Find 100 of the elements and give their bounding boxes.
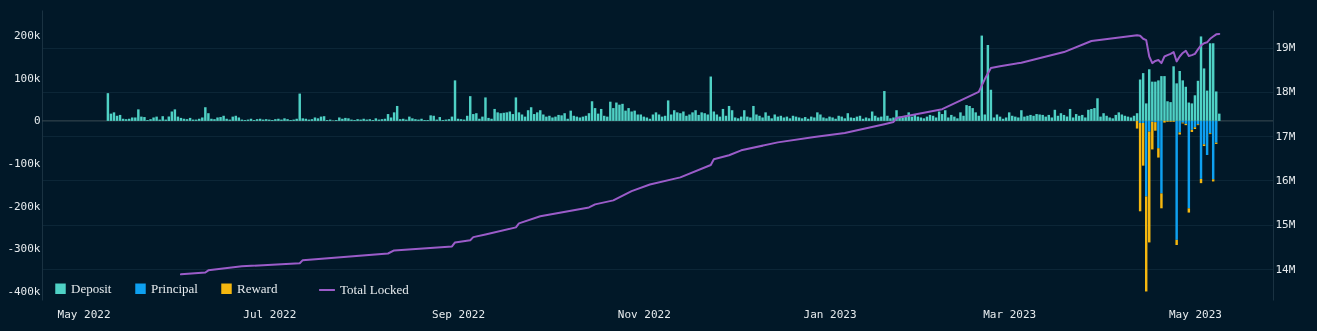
bar <box>1163 76 1166 121</box>
y-tick-label: -400k <box>7 284 41 298</box>
bar <box>298 93 301 121</box>
bar <box>618 104 621 121</box>
bar <box>837 115 840 121</box>
bar <box>484 97 487 121</box>
bar <box>1178 70 1181 121</box>
bar <box>1108 117 1111 121</box>
bar <box>1026 115 1029 121</box>
bar <box>831 117 834 121</box>
bar <box>1087 109 1090 121</box>
bar <box>432 115 435 121</box>
x-tick-label: Jul 2022 <box>243 307 297 321</box>
bar <box>1035 114 1038 121</box>
y-tick-label: -100k <box>7 157 41 171</box>
bar <box>545 116 548 121</box>
bar <box>770 118 773 121</box>
y2-tick-label: 15M <box>1275 218 1296 232</box>
bar <box>691 112 694 121</box>
legend-label: Reward <box>237 280 278 296</box>
bar <box>615 102 618 121</box>
bar <box>953 116 956 121</box>
bar <box>840 116 843 121</box>
bar <box>1032 115 1035 121</box>
bar <box>1041 114 1044 121</box>
bar <box>344 117 347 121</box>
bar <box>633 110 636 121</box>
bar <box>758 115 761 121</box>
bar <box>736 118 740 121</box>
legend-label: Principal <box>151 280 199 296</box>
bar <box>1157 148 1160 158</box>
y-tick-label: -300k <box>7 242 41 256</box>
bar <box>563 113 566 121</box>
bar <box>621 103 624 121</box>
x-tick-label: Nov 2022 <box>617 307 671 321</box>
bar <box>679 113 682 121</box>
bar <box>752 105 755 121</box>
bar <box>542 114 545 121</box>
y2-tick-label: 16M <box>1275 173 1296 187</box>
y2-tick-label: 14M <box>1275 262 1296 276</box>
bar <box>1160 120 1163 194</box>
bar <box>1029 114 1032 121</box>
line-series <box>179 32 1221 276</box>
bar <box>1154 81 1157 121</box>
bar <box>609 101 612 121</box>
bar <box>816 112 819 121</box>
x-tick-label: May 2022 <box>57 307 111 321</box>
bar <box>965 105 968 121</box>
bar <box>767 115 770 121</box>
bar <box>828 116 831 121</box>
bar <box>219 117 222 121</box>
bar <box>968 105 971 121</box>
bar <box>222 115 225 121</box>
bar <box>496 112 499 121</box>
bar <box>700 112 703 121</box>
bar <box>682 111 685 121</box>
bar <box>1187 208 1191 213</box>
x-tick-label: May 2023 <box>1168 307 1222 321</box>
bar <box>627 108 630 121</box>
legend-label: Total Locked <box>340 282 410 297</box>
bar <box>819 114 822 121</box>
bar <box>694 110 697 121</box>
bar <box>569 110 572 121</box>
x-tick-label: Sep 2022 <box>432 307 486 321</box>
bar <box>557 114 560 121</box>
bar <box>1175 239 1178 245</box>
y2-tick-label: 17M <box>1275 129 1296 143</box>
bar <box>548 115 551 121</box>
bar <box>950 114 953 121</box>
bar <box>1178 132 1181 135</box>
y-tick-label: -200k <box>7 199 41 213</box>
bar <box>493 108 496 121</box>
bar <box>971 108 974 121</box>
bar <box>429 115 432 121</box>
bar <box>1111 118 1114 121</box>
bar <box>1038 114 1041 121</box>
bar <box>1160 76 1163 121</box>
bar <box>554 116 557 121</box>
bar <box>137 109 140 121</box>
bar <box>883 91 886 121</box>
y-tick-label: 200k <box>14 29 41 43</box>
bar <box>743 110 746 121</box>
bar <box>1157 80 1160 121</box>
bar <box>1020 110 1023 121</box>
legend-label: Deposit <box>71 280 112 296</box>
bar <box>1175 120 1178 240</box>
bar <box>1172 66 1175 121</box>
bar <box>630 111 633 121</box>
x-tick-label: Jan 2023 <box>803 307 857 321</box>
bar <box>475 113 478 121</box>
y-tick-label: 100k <box>14 71 41 85</box>
bar <box>688 114 691 121</box>
y-tick-label: 0 <box>33 114 41 128</box>
bar <box>1102 113 1105 121</box>
bar <box>889 118 892 121</box>
y2-tick-label: 19M <box>1275 41 1296 55</box>
bar <box>1160 193 1163 209</box>
bar <box>959 112 962 121</box>
x-tick-label: Mar 2023 <box>983 307 1037 321</box>
bar <box>822 117 825 121</box>
